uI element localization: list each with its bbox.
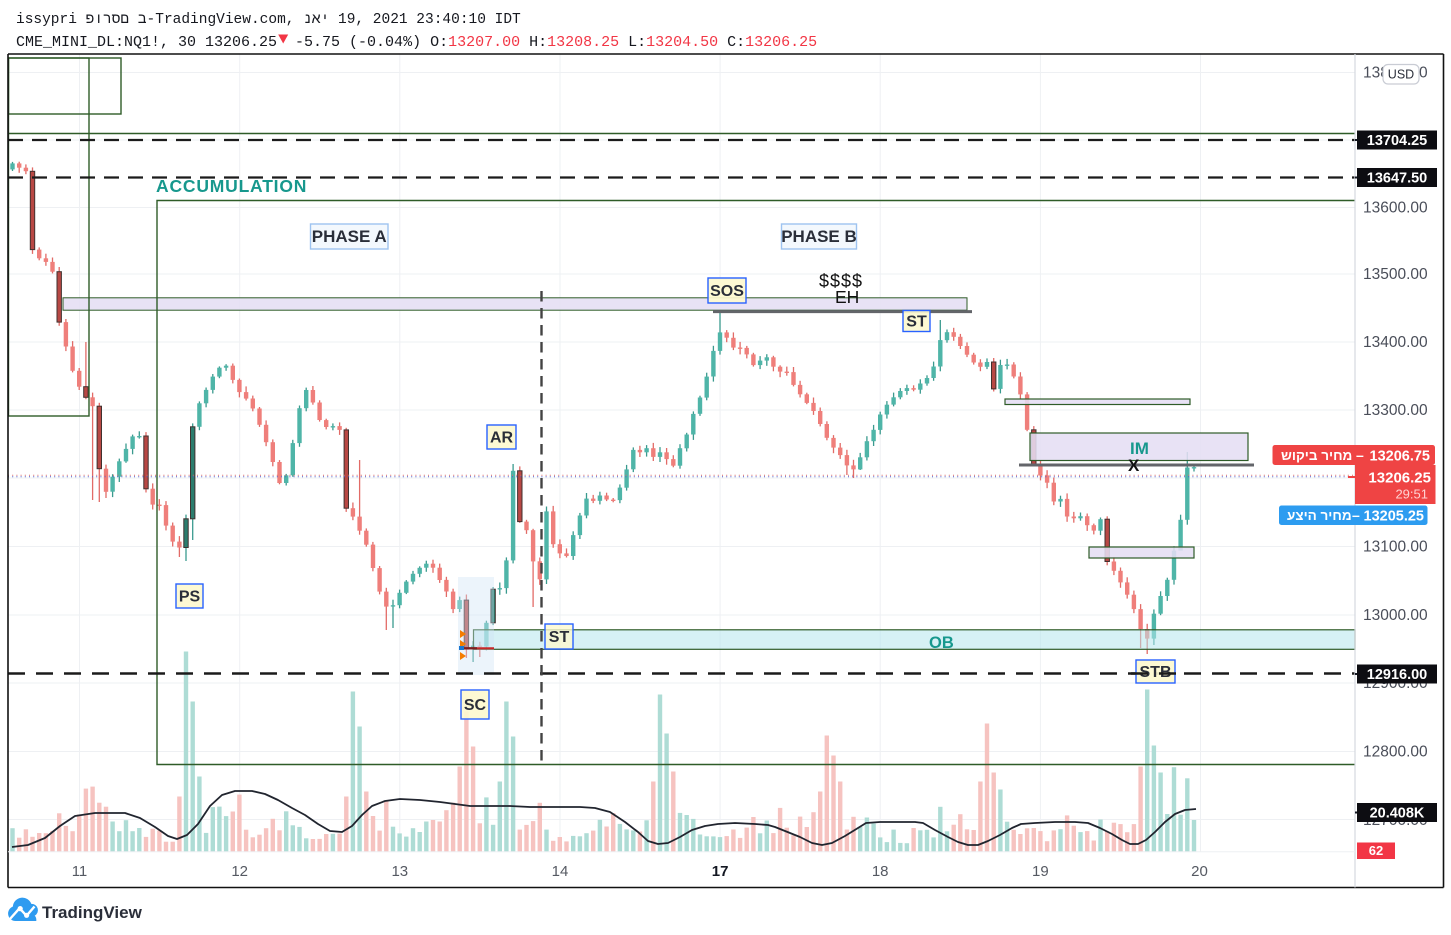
svg-text:מחיר ביקוש: מחיר ביקוש <box>1281 448 1352 463</box>
svg-text:13300.00: 13300.00 <box>1363 402 1428 419</box>
svg-text:AR: AR <box>490 430 514 447</box>
svg-text:12: 12 <box>231 863 248 880</box>
svg-text:13500.00: 13500.00 <box>1363 266 1428 283</box>
svg-text:62: 62 <box>1369 843 1383 858</box>
svg-text:STB: STB <box>1140 664 1172 681</box>
svg-text:13600.00: 13600.00 <box>1363 200 1428 217</box>
svg-text:ST: ST <box>549 629 570 646</box>
svg-text:SC: SC <box>464 697 487 714</box>
svg-text:PHASE A: PHASE A <box>312 227 387 246</box>
svg-text:ACCUMULATION: ACCUMULATION <box>156 176 307 196</box>
svg-text:20.408K: 20.408K <box>1370 806 1425 822</box>
svg-text:19: 19 <box>1032 863 1049 880</box>
svg-text:X: X <box>1128 456 1140 475</box>
svg-text:13: 13 <box>391 863 408 880</box>
svg-text:issypri פורסם ב-TradingView.co: issypri פורסם ב-TradingView.com, יאנ‎ 19… <box>16 12 521 28</box>
svg-text:14: 14 <box>552 863 569 880</box>
svg-text:IM: IM <box>1130 439 1149 458</box>
svg-text:29:51: 29:51 <box>1395 487 1428 502</box>
svg-text:–: – <box>1352 507 1360 523</box>
svg-text:13704.25: 13704.25 <box>1367 133 1427 149</box>
svg-text:–: – <box>1356 447 1364 463</box>
svg-text:מחיר היצע: מחיר היצע <box>1287 508 1352 523</box>
svg-text:20: 20 <box>1191 863 1208 880</box>
svg-text:11: 11 <box>72 863 88 880</box>
svg-text:$$$$: $$$$ <box>819 271 863 291</box>
svg-text:SOS: SOS <box>710 283 744 300</box>
svg-text:17: 17 <box>712 863 729 880</box>
svg-text:13647.50: 13647.50 <box>1367 171 1427 187</box>
svg-text:12916.00: 12916.00 <box>1367 667 1427 683</box>
svg-text:OB: OB <box>929 634 954 652</box>
svg-text:EH: EH <box>835 287 859 307</box>
svg-text:TradingView: TradingView <box>42 903 143 922</box>
svg-text:18: 18 <box>872 863 889 880</box>
svg-text:PS: PS <box>179 589 201 606</box>
svg-text:USD: USD <box>1388 68 1414 82</box>
svg-text:13000.00: 13000.00 <box>1363 607 1428 624</box>
svg-text:13400.00: 13400.00 <box>1363 334 1428 351</box>
svg-text:13206.75: 13206.75 <box>1370 449 1430 465</box>
svg-text:PHASE B: PHASE B <box>781 227 857 246</box>
svg-text:ST: ST <box>906 314 927 331</box>
svg-text:13206.25: 13206.25 <box>1368 470 1431 487</box>
svg-text:12800.00: 12800.00 <box>1363 744 1428 761</box>
svg-text:13205.25: 13205.25 <box>1364 509 1424 525</box>
svg-text:CME_MINI_DL:NQ1!, 30 13206.25: CME_MINI_DL:NQ1!, 30 13206.25 -5.75 (-0.… <box>16 34 817 51</box>
svg-text:13100.00: 13100.00 <box>1363 539 1428 556</box>
